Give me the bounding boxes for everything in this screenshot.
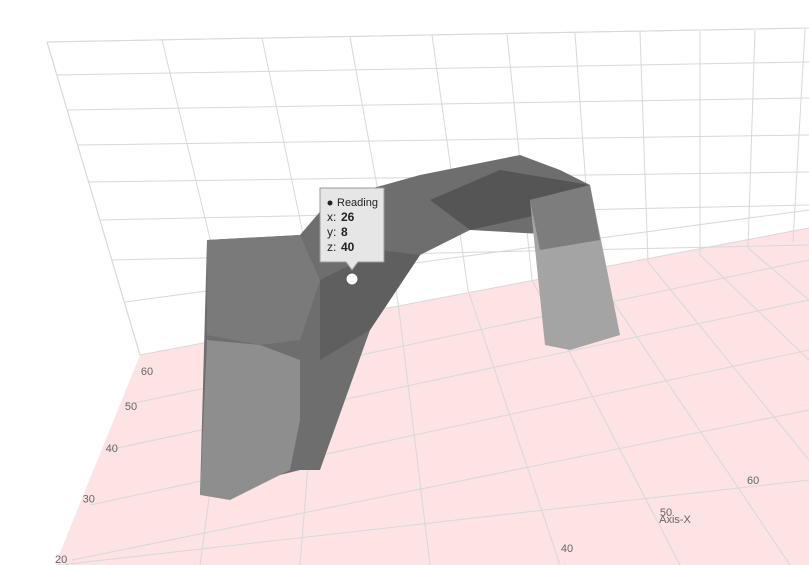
surface — [200, 155, 620, 500]
x-axis-title: Axis-X — [659, 514, 691, 526]
tooltip-label: y: — [327, 225, 336, 239]
y-tick-label: 40 — [106, 443, 118, 455]
x-tick-label: 40 — [561, 543, 573, 555]
tooltip-value: 26 — [341, 210, 355, 224]
walls — [46, 27, 809, 565]
y-tick-label: 50 — [125, 401, 137, 413]
x-tick-label: 50 — [660, 507, 672, 519]
tooltip: Reading x: 26 y: 8 z: 40 — [319, 187, 385, 271]
surface-face — [207, 235, 320, 345]
tooltip-value: 8 — [341, 225, 348, 239]
y-tick-label: 60 — [141, 366, 153, 378]
data-point — [345, 272, 359, 286]
floor — [55, 228, 809, 565]
surface-face — [430, 170, 590, 230]
surface-face — [530, 185, 600, 250]
tooltip-bullet — [327, 200, 333, 206]
floor-grid — [59, 259, 809, 565]
tooltip-box — [319, 187, 385, 271]
tooltip-label: x: — [327, 210, 336, 224]
tooltip-value: 40 — [341, 240, 355, 254]
surface-face — [320, 250, 420, 360]
wall-vertical-grid — [46, 28, 806, 356]
x-tick-label: 60 — [747, 475, 759, 487]
tooltip-series: Reading — [337, 197, 378, 209]
tooltip-label: z: — [327, 240, 336, 254]
y-tick-label: 30 — [83, 493, 95, 505]
y-tick-label: 20 — [55, 554, 67, 565]
surface-face — [200, 340, 300, 500]
